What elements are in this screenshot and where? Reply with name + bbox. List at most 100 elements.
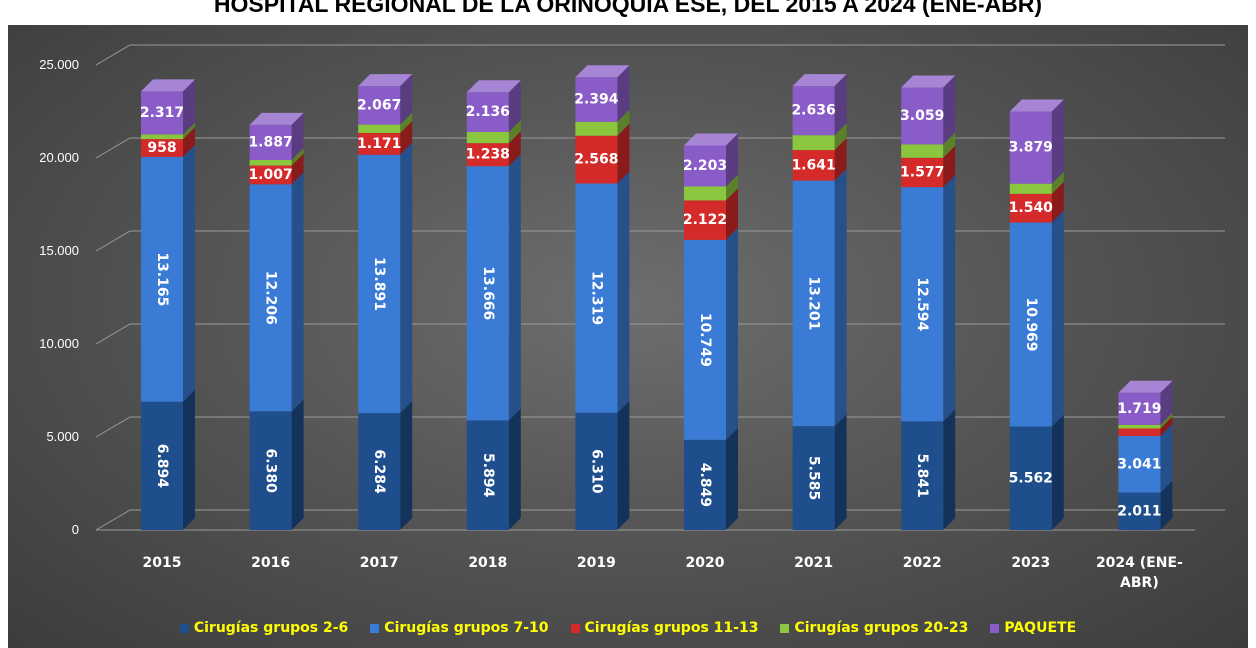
bar-segment-side <box>834 123 847 151</box>
x-tick-label: 2024 (ENE- <box>1096 555 1183 571</box>
bar-segment <box>792 180 835 427</box>
bar-segment-top <box>1118 380 1173 393</box>
bar-segment <box>249 124 292 160</box>
bar-segment <box>1009 183 1052 194</box>
data-label: 1.540 <box>1009 200 1054 216</box>
bar-segment <box>141 156 183 402</box>
data-label: 2.122 <box>683 212 727 228</box>
bar-segment-side <box>834 138 847 181</box>
legend-swatch <box>179 623 189 633</box>
bar-segment-side <box>1051 414 1064 530</box>
legend-item: Cirugías grupos 20-23 <box>780 620 968 636</box>
data-label: 4.849 <box>697 463 713 507</box>
x-tick-label: 2019 <box>577 555 616 571</box>
legend-label: Cirugías grupos 7-10 <box>384 620 549 636</box>
bar-segment-top <box>901 75 956 88</box>
x-tick-label: 2018 <box>468 555 507 571</box>
bar-segment-side <box>726 227 738 440</box>
bar-segment-side <box>726 188 738 240</box>
y-tick-label: 25.000 <box>39 57 79 72</box>
bar-segment <box>901 421 944 530</box>
bar-segment-top <box>1009 99 1064 112</box>
bar-segment-side <box>183 389 195 530</box>
bar-segment-side <box>291 172 304 412</box>
bar-segment <box>792 135 835 151</box>
data-label: 12.206 <box>263 271 279 325</box>
bar-segment-side <box>943 132 956 158</box>
bar-segment <box>1009 111 1052 184</box>
bar-segment-side <box>1160 416 1173 437</box>
y-tick-label: 15.000 <box>39 243 79 258</box>
y-tick-label: 20.000 <box>39 150 79 165</box>
bar-segment <box>575 135 618 184</box>
bar-segment <box>466 92 509 132</box>
bar-segment-side <box>1051 181 1064 223</box>
data-label: 5.585 <box>806 456 822 500</box>
data-label: 13.201 <box>806 276 822 330</box>
bar-segment-side <box>400 74 413 125</box>
data-label: 1.719 <box>1117 401 1161 417</box>
bar-segment <box>249 165 292 185</box>
y-tick-label: 0 <box>72 522 79 537</box>
gridline-side <box>95 416 131 438</box>
data-label: 2.394 <box>574 92 619 108</box>
bar-segment <box>249 159 292 166</box>
x-tick-label: 2021 <box>794 555 833 571</box>
bar-segment-side <box>1051 210 1064 427</box>
legend-label: PAQUETE <box>1004 620 1077 636</box>
data-label: 1.887 <box>248 134 292 150</box>
data-label: 3.041 <box>1117 456 1161 472</box>
bar-segment <box>575 121 618 136</box>
gridline-side <box>95 509 131 531</box>
bar-segment-side <box>617 65 630 122</box>
data-label: 958 <box>147 140 176 156</box>
data-label: 6.894 <box>154 444 170 489</box>
x-tick-label: 2022 <box>903 555 942 571</box>
legend-item: Cirugías grupos 7-10 <box>370 620 549 636</box>
data-label: 5.841 <box>914 454 930 498</box>
gridline-side <box>95 323 131 345</box>
bar-segment <box>1009 193 1052 223</box>
bar-segment-top <box>141 79 195 92</box>
chart-title: HOSPITAL REGIONAL DE LA ORINOQUIA ESE, D… <box>213 0 1043 17</box>
bar-segment-side <box>183 79 195 135</box>
data-label: 3.059 <box>900 108 944 124</box>
data-label: 10.749 <box>697 313 713 367</box>
y-tick-label: 10.000 <box>39 336 79 351</box>
bar-segment <box>141 91 183 135</box>
data-label: 1.007 <box>248 167 292 183</box>
data-label: 12.319 <box>588 271 604 325</box>
bar-segment-side <box>508 131 521 167</box>
x-tick-label: 2016 <box>251 555 290 571</box>
legend-swatch <box>370 623 380 633</box>
legend-item: Cirugías grupos 11-13 <box>570 620 758 636</box>
bar-segment-side <box>726 427 738 530</box>
data-label: 12.594 <box>914 277 930 331</box>
bar-segment-side <box>291 147 304 166</box>
bar-segment <box>575 412 618 530</box>
gridline-side <box>95 44 131 66</box>
bar-segment-side <box>1160 424 1173 493</box>
bar-segment <box>684 200 726 240</box>
x-tick-label: 2017 <box>360 555 399 571</box>
data-label: 5.894 <box>480 453 496 498</box>
bar-segment <box>466 166 509 421</box>
bar-segment-side <box>183 122 195 140</box>
gridline-side <box>95 230 131 252</box>
bar-segment <box>358 413 401 530</box>
bar-segment <box>466 131 509 144</box>
bar-segment-top <box>249 112 304 125</box>
data-label: 1.171 <box>357 136 401 152</box>
bar-segment-side <box>508 119 521 144</box>
data-label: 2.067 <box>357 97 401 113</box>
bar-segment-side <box>834 168 847 427</box>
bar-segment-side <box>508 154 521 421</box>
bar-segment <box>575 183 618 413</box>
bar-segment-top <box>684 133 738 146</box>
bar-segment-side <box>943 75 956 145</box>
bar-segment <box>901 87 944 145</box>
bar-segment <box>358 86 401 125</box>
bar-segment <box>684 239 726 440</box>
bar-segment-side <box>834 74 847 136</box>
